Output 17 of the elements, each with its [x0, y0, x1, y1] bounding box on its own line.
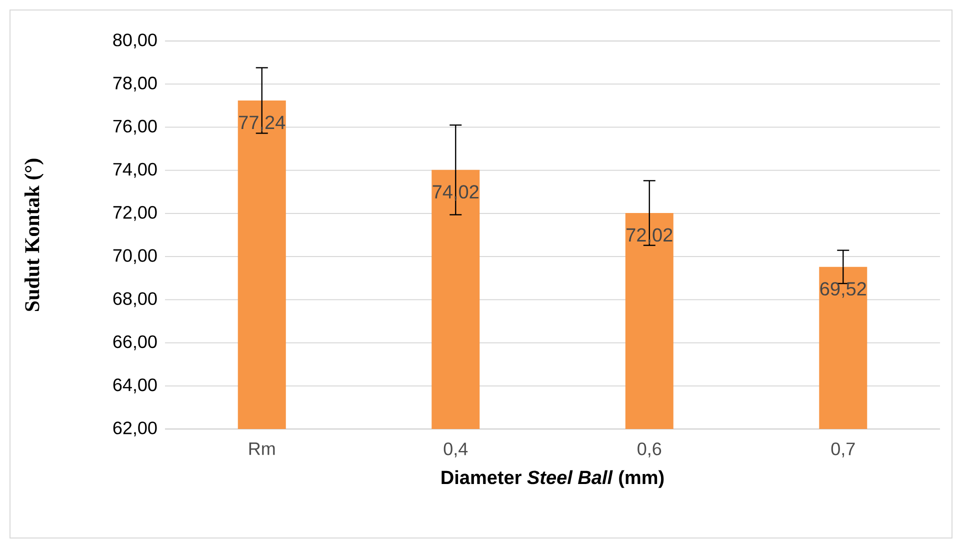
y-tick-label: 66,00 — [113, 335, 157, 350]
x-tick-label: 0,4 — [444, 442, 468, 458]
data-label: 69,52 — [820, 282, 866, 298]
y-tick-label: 62,00 — [113, 422, 157, 436]
y-tick-label: 68,00 — [113, 292, 157, 308]
y-tick-label: 72,00 — [113, 206, 157, 221]
x-tick-label: 0,7 — [831, 442, 855, 458]
y-tick-label: 64,00 — [113, 378, 157, 394]
x-axis-title: Diameter Steel Ball (mm) — [442, 470, 664, 488]
x-tick-label: Rm — [249, 442, 275, 455]
y-axis-title: Sudut Kontak (°) — [24, 158, 44, 312]
y-tick-label: 76,00 — [113, 120, 157, 135]
x-tick-label: 0,6 — [638, 442, 662, 458]
y-tick-label: 80,00 — [113, 34, 157, 48]
y-tick-label: 70,00 — [113, 249, 157, 264]
y-tick-label: 78,00 — [113, 76, 157, 92]
y-tick-label: 74,00 — [113, 162, 157, 178]
